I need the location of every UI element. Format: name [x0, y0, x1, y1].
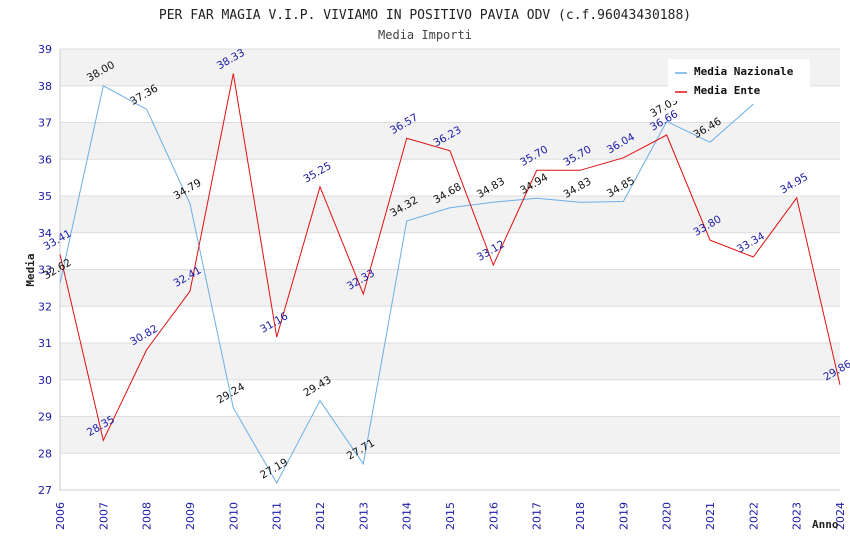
y-tick-label: 35: [38, 190, 52, 203]
y-tick-label: 33: [38, 264, 52, 277]
x-tick-labels: 2006 2007 2008 2009 2010 2011 2012 2013 2014 2015…: [54, 502, 847, 530]
y-tick-label: 32: [38, 300, 52, 313]
grid-band: [60, 416, 840, 454]
x-tick-label: 2013: [357, 502, 370, 530]
legend: Media Nazionale Media Ente: [668, 59, 810, 101]
x-tick-label: 2019: [617, 502, 630, 530]
x-tick-label: 2015: [444, 502, 457, 530]
x-tick-label: 2008: [141, 502, 154, 530]
grid-band: [60, 269, 840, 307]
y-tick-label: 37: [38, 117, 52, 130]
grid-band: [60, 379, 840, 417]
x-tick-label: 2012: [314, 502, 327, 530]
chart-title: PER FAR MAGIA V.I.P. VIVIAMO IN POSITIVO…: [159, 8, 691, 23]
grid-band: [60, 159, 840, 196]
y-axis-label: Media: [24, 253, 37, 286]
y-tick-label: 27: [38, 484, 52, 497]
x-tick-label: 2006: [54, 502, 67, 530]
y-tick-label: 39: [38, 43, 52, 56]
grid-band: [60, 453, 840, 490]
x-tick-label: 2021: [704, 502, 717, 530]
series-line-ente: [59, 73, 841, 442]
x-tick-label: 2024: [834, 502, 847, 530]
x-axis-label: Anno: [812, 518, 839, 531]
x-tick-label: 2007: [97, 502, 110, 530]
legend-label-ente: Media Ente: [694, 84, 761, 97]
x-tick-label: 2020: [661, 502, 674, 530]
x-tick-label: 2017: [531, 502, 544, 530]
grid-bands: [60, 49, 840, 490]
y-tick-label: 29: [38, 411, 52, 424]
y-tick-labels: 27 28 29 30 31 32 33 34 35 36 37 38 39: [38, 43, 52, 497]
y-tick-label: 38: [38, 80, 52, 93]
x-tick-label: 2010: [227, 502, 240, 530]
series-lines: [59, 73, 841, 485]
x-tick-label: 2018: [574, 502, 587, 530]
y-tick-label: 34: [38, 227, 52, 240]
x-tick-label: 2022: [747, 502, 760, 530]
series-line-nazionale: [59, 85, 754, 485]
grid-band: [60, 232, 840, 270]
grid-band: [60, 122, 840, 160]
legend-box: [668, 59, 810, 101]
y-tick-label: 30: [38, 374, 52, 387]
grid-band: [60, 196, 840, 233]
x-tick-label: 2023: [791, 502, 804, 530]
y-tick-label: 36: [38, 153, 52, 166]
grid-band: [60, 343, 840, 380]
y-tick-label: 28: [38, 447, 52, 460]
x-tick-label: 2014: [401, 502, 414, 530]
legend-label-nazionale: Media Nazionale: [694, 65, 794, 78]
y-tick-label: 31: [38, 337, 52, 350]
x-tick-label: 2011: [271, 502, 284, 530]
x-tick-label: 2009: [184, 502, 197, 530]
x-tick-label: 2016: [487, 502, 500, 530]
chart-subtitle: Media Importi: [378, 28, 472, 42]
grid-band: [60, 306, 840, 343]
